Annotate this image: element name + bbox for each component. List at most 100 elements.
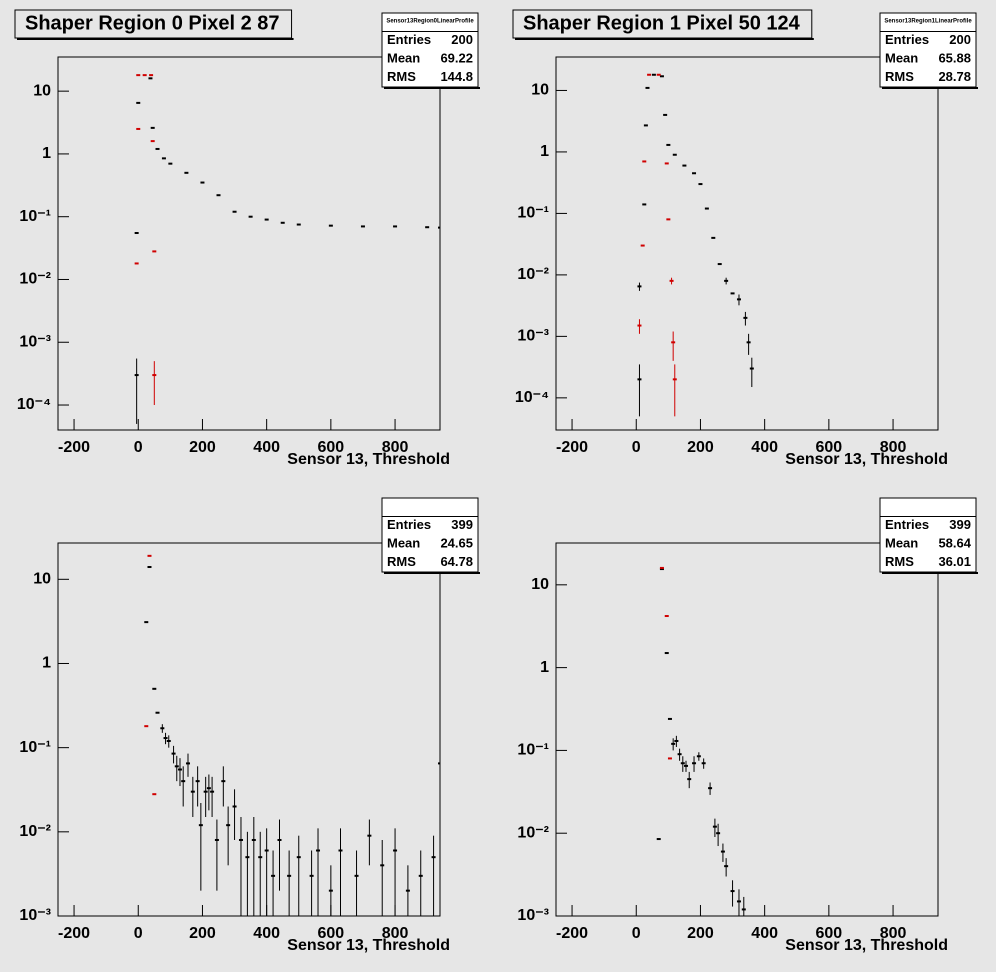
point bbox=[152, 793, 157, 796]
point bbox=[206, 787, 211, 790]
x-tick-label: 0 bbox=[134, 439, 143, 456]
point bbox=[150, 140, 155, 143]
x-tick-label: -200 bbox=[58, 925, 90, 942]
x-tick-label: 200 bbox=[687, 439, 714, 456]
point bbox=[147, 554, 152, 557]
point bbox=[671, 742, 676, 745]
point bbox=[698, 183, 703, 186]
point bbox=[701, 762, 706, 765]
point bbox=[264, 849, 269, 852]
point bbox=[656, 838, 661, 841]
point bbox=[296, 223, 301, 226]
x-tick-label: 200 bbox=[687, 925, 714, 942]
x-axis-label: Sensor 13, Threshold bbox=[287, 451, 450, 468]
y-tick-label: 1 bbox=[42, 655, 51, 672]
point bbox=[251, 838, 256, 841]
y-tick-label: 10⁻¹ bbox=[517, 742, 549, 759]
point bbox=[328, 889, 333, 892]
y-tick-label: 1 bbox=[42, 145, 51, 162]
point bbox=[431, 856, 436, 859]
point bbox=[666, 218, 671, 221]
points bbox=[637, 73, 754, 417]
point bbox=[174, 765, 179, 768]
y-tick-label: 10 bbox=[531, 82, 549, 99]
point bbox=[271, 874, 276, 877]
stats-label: RMS bbox=[885, 69, 914, 84]
stats-value: 36.01 bbox=[938, 554, 971, 569]
stats-label: Mean bbox=[885, 536, 918, 551]
x-tick-label: 600 bbox=[318, 925, 345, 942]
point bbox=[438, 762, 440, 765]
point bbox=[245, 856, 250, 859]
point bbox=[152, 687, 157, 690]
point bbox=[155, 711, 160, 714]
point bbox=[152, 250, 157, 253]
panel: -200 0 200 400 600 800 10⁻³ 10⁻² 10⁻¹ 1 10 Sensor 1… bbox=[517, 497, 978, 954]
stats-value: 28.78 bbox=[938, 69, 971, 84]
point bbox=[664, 615, 669, 618]
point bbox=[296, 856, 301, 859]
stats-shadow bbox=[384, 87, 480, 89]
y-tick-label: 1 bbox=[540, 659, 549, 676]
stats-label: Mean bbox=[387, 51, 420, 66]
x-tick-label: 800 bbox=[382, 439, 409, 456]
point bbox=[637, 285, 642, 288]
point bbox=[203, 790, 208, 793]
point bbox=[637, 378, 642, 381]
point bbox=[134, 262, 139, 265]
panel: -200 0 200 400 600 800 10⁻⁴ 10⁻³ 10⁻² 10⁻¹ 1 10 Sens… bbox=[14, 9, 480, 468]
point bbox=[736, 900, 741, 903]
point bbox=[214, 838, 219, 841]
stats-label: RMS bbox=[387, 554, 416, 569]
stats-value: 69.22 bbox=[440, 51, 473, 66]
x-tick-label: 600 bbox=[816, 439, 843, 456]
point bbox=[221, 780, 226, 783]
stats-value: 58.64 bbox=[938, 536, 971, 551]
point bbox=[717, 263, 722, 266]
frame bbox=[57, 542, 441, 917]
point bbox=[712, 825, 717, 828]
point bbox=[672, 153, 677, 156]
points bbox=[144, 554, 440, 916]
y-tick-label: 10 bbox=[33, 571, 51, 588]
x-tick-label: 0 bbox=[632, 439, 641, 456]
x-axis-label: Sensor 13, Threshold bbox=[785, 451, 948, 468]
point bbox=[418, 874, 423, 877]
stats-shadow bbox=[882, 572, 978, 574]
x-tick-label: 0 bbox=[134, 925, 143, 942]
point bbox=[664, 162, 669, 165]
point bbox=[393, 849, 398, 852]
point bbox=[692, 172, 697, 175]
point bbox=[696, 755, 701, 758]
point bbox=[642, 160, 647, 163]
y-tick-label: 10⁻¹ bbox=[517, 205, 549, 222]
point bbox=[147, 566, 152, 569]
stats-value: 65.88 bbox=[938, 51, 971, 66]
point bbox=[645, 86, 650, 89]
point bbox=[280, 221, 285, 224]
point bbox=[664, 652, 669, 655]
point bbox=[380, 864, 385, 867]
point bbox=[674, 739, 679, 742]
points bbox=[134, 74, 440, 424]
point bbox=[647, 73, 652, 76]
point bbox=[200, 181, 205, 184]
point bbox=[711, 236, 716, 239]
x-tick-label: 200 bbox=[189, 439, 216, 456]
point bbox=[198, 824, 203, 827]
point bbox=[637, 324, 642, 327]
stats-label: RMS bbox=[387, 69, 416, 84]
point bbox=[328, 224, 333, 227]
point bbox=[736, 298, 741, 301]
point bbox=[134, 231, 139, 234]
point bbox=[642, 203, 647, 206]
x-tick-label: 400 bbox=[253, 439, 280, 456]
point bbox=[134, 374, 139, 377]
point bbox=[238, 838, 243, 841]
point bbox=[393, 225, 398, 228]
x-tick-label: 400 bbox=[253, 925, 280, 942]
point bbox=[184, 171, 189, 174]
point bbox=[680, 762, 685, 765]
point bbox=[730, 292, 735, 295]
point bbox=[677, 753, 682, 756]
